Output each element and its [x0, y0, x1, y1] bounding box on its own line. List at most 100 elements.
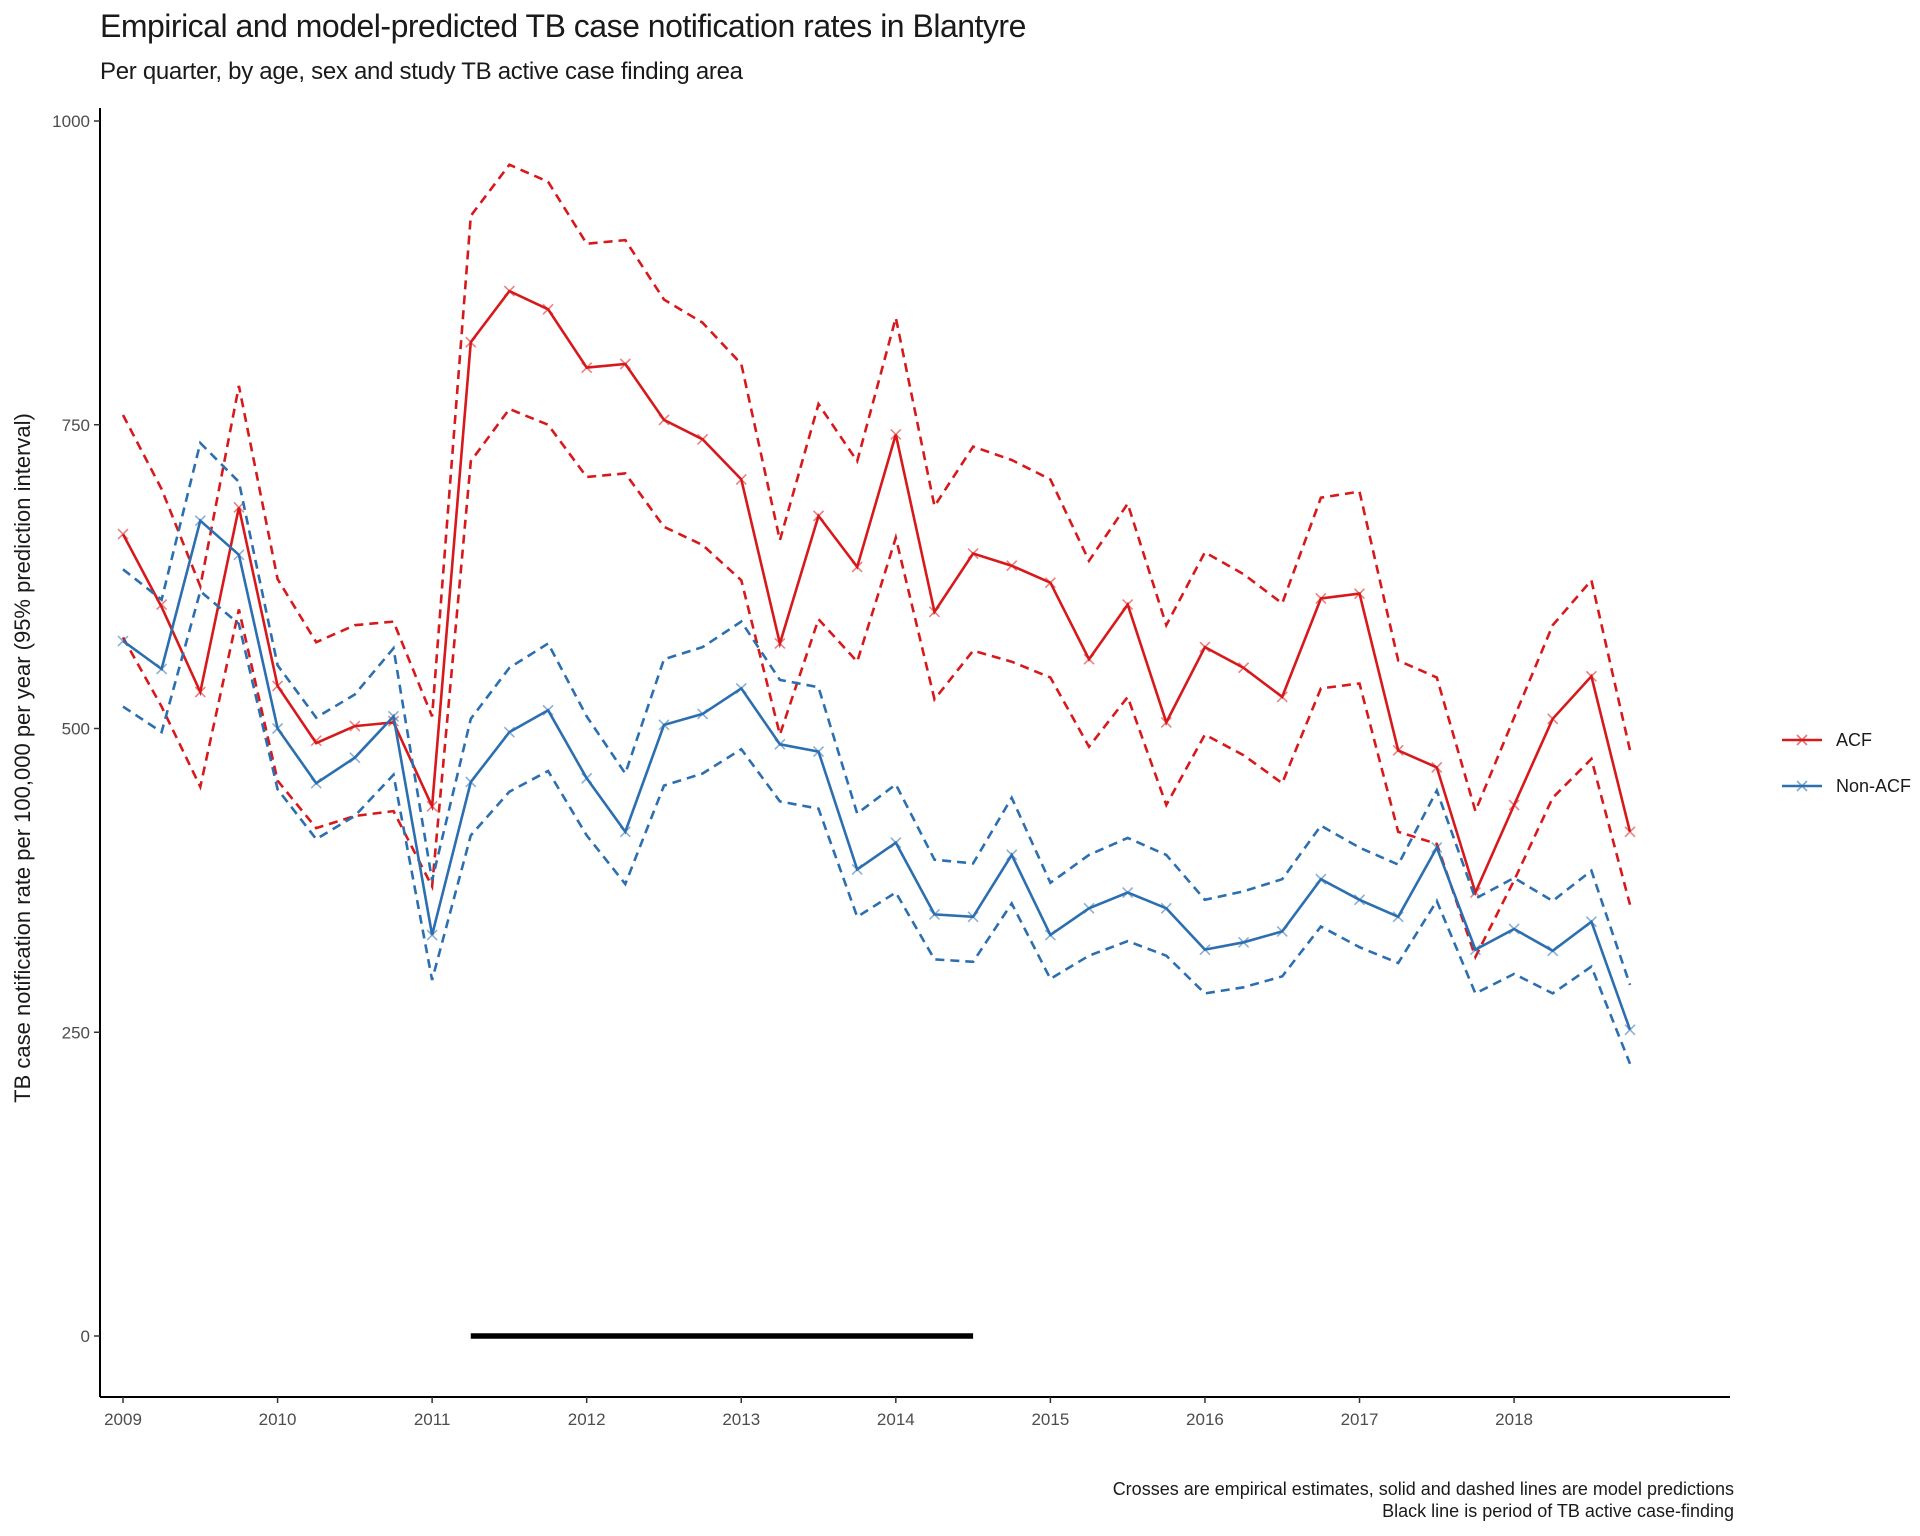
x-tick-label: 2015	[1031, 1410, 1069, 1429]
x-tick-label: 2018	[1495, 1410, 1533, 1429]
plot-area	[117, 163, 1636, 1339]
y-axis-label-group: TB case notification rate per 100,000 pe…	[10, 413, 35, 1103]
y-tick-label: 0	[81, 1327, 90, 1346]
non-acf-empirical-cross	[851, 863, 863, 876]
non-acf-empirical-cross	[1315, 873, 1327, 885]
acf-empirical-cross	[1160, 716, 1172, 728]
acf-empirical-cross	[542, 303, 554, 315]
axes: 0 250 500 750 1000 2009 2010 2011 2012 2013 2014 20…	[52, 108, 1730, 1429]
non-acf-empirical-cross	[1392, 911, 1404, 923]
non-acf-empirical-cross	[233, 549, 245, 561]
non-acf-empirical-cross	[928, 908, 941, 920]
acf-empirical-cross	[1315, 592, 1327, 605]
non-acf-empirical-cross	[310, 777, 322, 789]
legend: ACF Non-ACF	[1782, 730, 1911, 796]
acf-empirical-cross	[619, 358, 631, 370]
acf-empirical-cross	[1044, 577, 1056, 589]
x-tick-label: 2016	[1186, 1410, 1224, 1429]
acf-empirical-cross	[349, 720, 361, 732]
legend-acf-label: ACF	[1836, 730, 1872, 750]
acf-empirical-cross	[1122, 599, 1134, 611]
acf-lower-bound-line	[121, 407, 1632, 961]
acf-upper-bound-line	[121, 163, 1632, 816]
y-tick-label: 500	[62, 720, 90, 739]
acf-empirical-cross	[1353, 588, 1366, 600]
acf-empirical-cross	[271, 680, 284, 692]
non-acf-empirical-cross	[542, 704, 554, 716]
acf-empirical-cross	[117, 528, 129, 540]
y-tick-label: 750	[62, 416, 90, 435]
legend-acf-cross	[1796, 734, 1808, 746]
non-acf-empirical-cross	[1083, 902, 1095, 914]
non-acf-empirical-cross	[387, 710, 400, 722]
non-acf-empirical-cross	[812, 746, 825, 758]
acf-empirical-cross	[1585, 670, 1597, 682]
acf-empirical-cross	[1238, 662, 1250, 674]
acf-empirical-cross	[1547, 713, 1559, 725]
acf-empirical-cross	[1431, 761, 1443, 773]
legend-non-acf-label: Non-ACF	[1836, 776, 1911, 796]
non-acf-empirical-cross	[1276, 925, 1288, 937]
acf-empirical-cross	[658, 414, 670, 426]
non-acf-empirical-cross	[967, 911, 979, 923]
non-acf-empirical-cross	[156, 663, 168, 675]
acf-empirical-cross	[890, 428, 902, 441]
acf-empirical-cross	[1276, 691, 1288, 703]
non-acf-empirical-cross	[581, 772, 593, 784]
acf-empirical-cross	[426, 800, 438, 812]
caption-line-2: Black line is period of TB active case-f…	[1382, 1501, 1734, 1521]
acf-empirical-cross	[812, 510, 825, 522]
acf-empirical-cross	[1392, 744, 1404, 756]
non-acf-empirical-cross	[890, 837, 902, 849]
x-tick-label: 2017	[1341, 1410, 1379, 1429]
non-acf-empirical-cross	[117, 635, 129, 647]
x-tick-label: 2014	[877, 1410, 915, 1429]
legend-non-acf-cross	[1796, 780, 1808, 792]
acf-empirical-cross	[851, 561, 863, 573]
non-acf-empirical-cross	[1508, 923, 1520, 935]
chart-title: Empirical and model-predicted TB case no…	[100, 8, 1026, 44]
non-acf-empirical-cross	[1431, 842, 1443, 854]
non-acf-empirical-cross	[465, 776, 477, 788]
acf-empirical-cross	[1199, 641, 1211, 653]
x-tick-label: 2013	[722, 1410, 760, 1429]
non-acf-empirical-cross	[1199, 944, 1211, 956]
non-acf-empirical-cross	[1353, 894, 1366, 906]
non-acf-empirical-cross	[349, 752, 361, 764]
y-tick-label: 250	[62, 1023, 90, 1042]
non-acf-empirical-cross	[735, 682, 747, 694]
acf-empirical-cross	[503, 285, 515, 297]
acf-predicted-line	[121, 289, 1632, 897]
non-acf-empirical-cross	[1547, 945, 1559, 957]
non-acf-empirical-cross	[1469, 944, 1482, 956]
chart-subtitle: Per quarter, by age, sex and study TB ac…	[100, 58, 743, 85]
x-tick-label: 2011	[414, 1410, 451, 1429]
non-acf-empirical-cross	[1585, 916, 1597, 928]
acf-empirical-cross	[1624, 826, 1636, 838]
non-acf-empirical-cross	[658, 719, 670, 731]
chart-caption: Crosses are empirical estimates, solid a…	[1113, 1478, 1734, 1522]
non-acf-empirical-cross	[503, 726, 515, 738]
acf-empirical-cross	[967, 547, 979, 560]
non-acf-empirical-cross	[619, 826, 631, 838]
acf-empirical-cross	[1006, 560, 1018, 572]
caption-line-1: Crosses are empirical estimates, solid a…	[1112, 1479, 1734, 1499]
non-acf-empirical-cross	[774, 738, 786, 750]
x-tick-label: 2009	[104, 1410, 142, 1429]
acf-empirical-cross	[735, 473, 747, 485]
y-axis-label: TB case notification rate per 100,000 pe…	[10, 413, 35, 1103]
non-acf-empirical-cross	[1044, 929, 1056, 941]
non-acf-empirical-cross	[194, 515, 206, 527]
non-acf-predicted-line	[122, 518, 1632, 1031]
acf-empirical-cross	[1083, 653, 1095, 665]
non-acf-empirical-cross	[697, 708, 709, 720]
y-tick-label: 1000	[52, 112, 90, 131]
non-acf-empirical-cross	[1122, 886, 1134, 899]
non-acf-empirical-cross	[1624, 1024, 1636, 1036]
non-acf-empirical-cross	[426, 929, 438, 941]
acf-empirical-cross	[1508, 799, 1520, 811]
acf-empirical-cross	[310, 735, 322, 747]
x-tick-label: 2012	[568, 1410, 606, 1429]
acf-empirical-cross	[465, 336, 477, 348]
